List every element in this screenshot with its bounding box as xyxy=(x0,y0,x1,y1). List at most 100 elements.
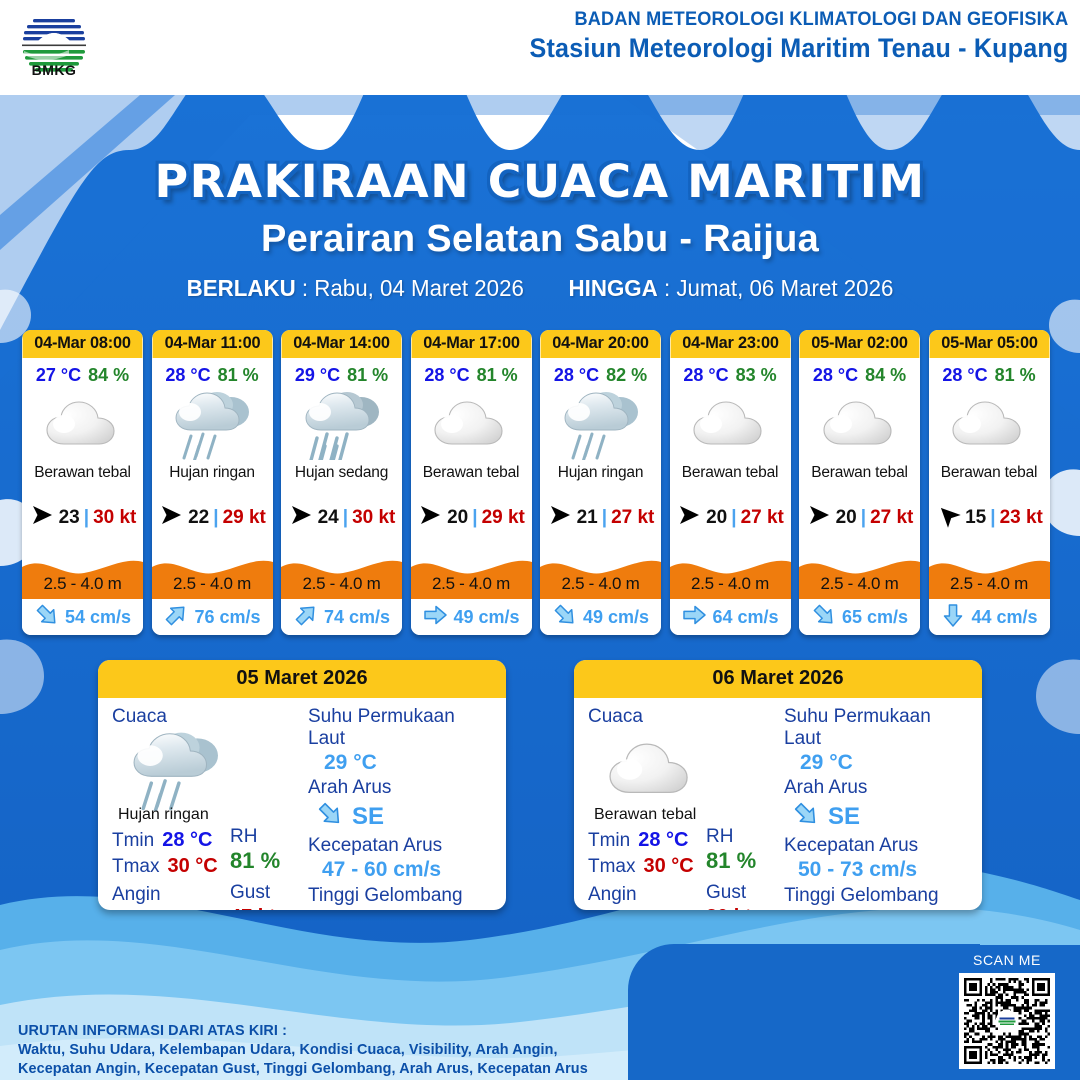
forecast-time: 05-Mar 05:00 xyxy=(929,330,1049,358)
current-speed: 49 cm/s xyxy=(582,606,650,627)
hourly-forecast-card[interactable]: 05-Mar 02:00 28 °C 84 % Berawan tebal 20… xyxy=(799,330,920,635)
wind-arrow-east-icon xyxy=(547,502,573,533)
tmax-value: 30 °C xyxy=(167,855,218,877)
wind-arrow-icon xyxy=(32,506,52,524)
daily-temp-column: Tmin 28 °C Tmax 30 °C Angin 13- 22 kt xyxy=(112,826,230,910)
daily-left-column: Cuaca Hujan ringan Tmin 28 xyxy=(112,706,304,910)
wave-height-band xyxy=(928,560,1050,599)
valid-to-label: HINGGA xyxy=(568,275,658,301)
daily-metrics-grid: Tmin 28 °C Tmax 30 °C Angin 11- 16 kt xyxy=(588,826,780,910)
tmax-label: Tmax xyxy=(112,856,160,877)
humidity: 84 % xyxy=(88,365,130,385)
hourly-forecast-card[interactable]: 04-Mar 17:00 28 °C 81 % Berawan tebal 20… xyxy=(410,330,532,635)
daily-date: 05 Maret 2026 xyxy=(98,660,506,698)
daily-forecast-card[interactable]: 05 Maret 2026 Cuaca Hujan ringan xyxy=(98,660,506,910)
current-arrow-south-icon xyxy=(940,602,966,633)
tmax-row: Tmax 30 °C xyxy=(588,855,706,878)
tmin-value: 28 °C xyxy=(638,829,689,851)
daily-body: Cuaca Hujan ringan Tmin 28 xyxy=(98,698,506,910)
wind-speed: 20 xyxy=(447,506,469,528)
gust-label: Gust xyxy=(706,882,747,903)
temp-humidity-row: 28 °C 81 % xyxy=(411,358,532,386)
wind-gust-separator: | xyxy=(213,506,219,528)
wind-row: 15 | 23 kt xyxy=(929,502,1050,533)
current-arrow-southeast-icon xyxy=(552,602,578,633)
hourly-forecast-card[interactable]: 04-Mar 11:00 28 °C 81 % Hujan ringan 22 … xyxy=(151,330,273,635)
wave-height-block: 2.5 - 4.0 m xyxy=(410,551,532,599)
legend-note-title: URUTAN INFORMASI DARI ATAS KIRI : xyxy=(18,1022,288,1039)
arah-arus-label: Arah Arus xyxy=(784,777,868,798)
station-name: Stasiun Meteorologi Maritim Tenau - Kupa… xyxy=(529,33,1068,63)
angin-label: Angin xyxy=(588,884,637,905)
wave-height-band xyxy=(540,560,661,599)
air-temperature: 28 °C xyxy=(683,365,729,385)
wind-arrow-northwest-icon xyxy=(112,909,136,910)
wind-arrow-east-icon xyxy=(676,502,702,533)
hourly-forecast-card[interactable]: 05-Mar 05:00 28 °C 81 % Berawan tebal 15… xyxy=(928,330,1050,635)
wave-height-block: 2.5 - 4.0 m xyxy=(928,551,1050,599)
current-arrow-icon xyxy=(554,604,574,624)
wind-arrow-east-icon xyxy=(417,502,443,533)
current-arrow-east-icon xyxy=(422,602,448,633)
current-arrow-icon xyxy=(295,605,315,625)
hourly-forecast-card[interactable]: 04-Mar 20:00 28 °C 82 % Hujan ringan 21 … xyxy=(540,330,661,635)
qr-code[interactable] xyxy=(959,973,1055,1069)
daily-temp-column: Tmin 28 °C Tmax 30 °C Angin 11- 16 kt xyxy=(588,826,706,910)
weather-condition-icon xyxy=(929,388,1050,460)
air-temperature: 29 °C xyxy=(294,365,341,385)
forecast-time: 04-Mar 20:00 xyxy=(540,330,661,358)
region-title: Perairan Selatan Sabu - Raijua xyxy=(260,218,820,260)
daily-right-column: Suhu Permukaan Laut 29 °C Arah Arus SE K… xyxy=(304,706,494,906)
valid-from-sep: : xyxy=(295,275,315,301)
forecast-time: 04-Mar 17:00 xyxy=(411,330,531,358)
page-title: PRAKIRAAN CUACA MARITIM xyxy=(154,155,926,208)
current-row: 44 cm/s xyxy=(928,599,1050,635)
daily-forecast-list: 05 Maret 2026 Cuaca Hujan ringan xyxy=(0,660,1080,910)
daily-rh-column: RH 81 % Gust 30 kt xyxy=(706,826,780,910)
current-arrow-icon xyxy=(683,605,707,624)
cuaca-label: Cuaca xyxy=(112,706,167,727)
current-speed: 54 cm/s xyxy=(64,606,132,627)
wind-arrow-icon xyxy=(809,506,829,524)
wind-gust-separator: | xyxy=(83,506,90,528)
scan-me-block[interactable]: SCAN ME xyxy=(948,952,1066,1069)
humidity: 81 % xyxy=(994,365,1036,385)
humidity: 81 % xyxy=(347,365,389,385)
valid-from: BERLAKU : Rabu, 04 Maret 2026 xyxy=(187,275,524,302)
daily-forecast-card[interactable]: 06 Maret 2026 Cuaca Berawan tebal Tmin 2… xyxy=(574,660,982,910)
tmin-label: Tmin xyxy=(588,830,631,851)
daily-metrics-grid: Tmin 28 °C Tmax 30 °C Angin 13- 22 kt xyxy=(112,826,304,910)
wind-gust-separator: | xyxy=(990,506,996,528)
valid-to-sep: : xyxy=(657,275,677,301)
wind-arrow-northwest-icon xyxy=(935,502,961,533)
legend-note-line1: Waktu, Suhu Udara, Kelembapan Udara, Kon… xyxy=(18,1041,558,1058)
humidity: 81 % xyxy=(217,365,259,385)
weather-condition-label: Berawan tebal xyxy=(681,464,779,481)
wave-height-value: 2.5 - 4.0 m xyxy=(432,574,510,593)
sst-value: 29 °C xyxy=(324,751,377,774)
wave-height-value: 2.5 - 4.0 m xyxy=(950,574,1028,593)
wind-speed: 24 xyxy=(317,506,339,528)
wind-arrow-icon xyxy=(162,506,182,524)
current-speed: 74 cm/s xyxy=(323,606,391,627)
daily-left-column: Cuaca Berawan tebal Tmin 28 °C xyxy=(588,706,780,910)
rh-value: 81 % xyxy=(230,848,281,873)
hourly-forecast-card[interactable]: 04-Mar 23:00 28 °C 83 % Berawan tebal 20… xyxy=(669,330,791,635)
humidity: 81 % xyxy=(476,365,518,385)
weather-condition-label: Berawan tebal xyxy=(422,464,520,481)
hourly-forecast-card[interactable]: 04-Mar 08:00 27 °C 84 % Berawan tebal 23… xyxy=(22,330,143,635)
current-direction-row: SE xyxy=(784,800,970,833)
weather-condition-label: Hujan ringan xyxy=(118,806,209,823)
forecast-time: 04-Mar 14:00 xyxy=(281,330,402,358)
tinggi-gelombang-label: Tinggi Gelombang xyxy=(784,885,939,906)
humidity: 84 % xyxy=(865,365,907,385)
forecast-time: 04-Mar 23:00 xyxy=(670,330,790,358)
tmin-label: Tmin xyxy=(112,830,155,851)
validity-row: BERLAKU : Rabu, 04 Maret 2026 HINGGA : J… xyxy=(16,275,1064,302)
wind-gust: 23 kt xyxy=(999,506,1043,528)
kecepatan-arus-label: Kecepatan Arus xyxy=(308,835,443,856)
hourly-forecast-card[interactable]: 04-Mar 14:00 29 °C 81 % Hujan sedang 24 … xyxy=(281,330,402,635)
air-temperature: 28 °C xyxy=(942,365,988,385)
wave-height-band xyxy=(151,560,273,599)
wind-gust: 27 kt xyxy=(870,506,914,528)
